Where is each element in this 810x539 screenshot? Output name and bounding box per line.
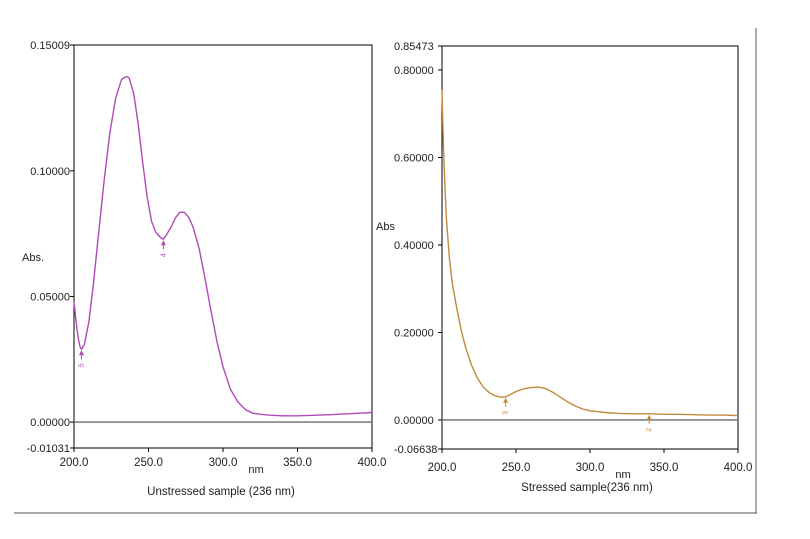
peak-marker-label: 4 — [160, 253, 167, 257]
unstressed-spectrum-chart: 0.15009 0.10000 0.05000 0.00000 -0.01031 200… — [22, 40, 386, 498]
y-tick-label: 0.00000 — [30, 417, 70, 429]
x-tick-label: 350.0 — [283, 457, 312, 469]
absorbance-curve — [441, 89, 739, 417]
x-tick-label: 200.0 — [60, 457, 89, 469]
y-tick-label: 0.80000 — [394, 65, 434, 77]
absorbance-curve — [73, 75, 373, 417]
chart-caption: Stressed sample(236 nm) — [521, 482, 653, 494]
y-tick-label: 0.40000 — [394, 240, 434, 252]
peak-markers: 54 — [78, 240, 167, 367]
chart-caption: Unstressed sample (236 nm) — [147, 486, 295, 498]
x-tick-label: 400.0 — [358, 457, 387, 469]
peak-marker-label: 2 — [646, 428, 653, 432]
y-tick-label: -0.01031 — [27, 443, 70, 455]
y-tick-label: 0.15009 — [30, 40, 70, 52]
plot-frame — [441, 45, 739, 450]
y-axis-title: Abs. — [22, 252, 44, 264]
x-tick-label: 200.0 — [428, 462, 457, 474]
peak-marker-arrow — [78, 350, 84, 356]
y-tick-label: 0.10000 — [30, 166, 70, 178]
peak-marker-arrow — [160, 240, 166, 246]
peak-marker-arrow — [646, 414, 652, 420]
x-tick-label: 350.0 — [650, 462, 679, 474]
y-axis: 0.85473 0.80000 0.60000 0.40000 0.20000 0.000… — [394, 41, 442, 456]
y-tick-label: 0.20000 — [394, 327, 434, 339]
peak-marker-arrow — [503, 397, 509, 403]
stressed-spectrum-chart: 0.85473 0.80000 0.60000 0.40000 0.20000 0.000… — [376, 41, 752, 494]
plot-frame — [73, 44, 373, 449]
x-axis: 200.0 250.0 300.0 350.0 400.0 — [428, 449, 753, 474]
y-axis-title: Abs — [376, 221, 395, 233]
y-tick-label: 0.85473 — [394, 41, 434, 53]
x-tick-label: 300.0 — [209, 457, 238, 469]
y-tick-label: -0.06638 — [394, 444, 437, 456]
x-axis-title: nm — [615, 469, 630, 481]
x-axis: 200.0 250.0 300.0 350.0 400.0 — [60, 448, 387, 469]
x-axis-title: nm — [248, 464, 263, 476]
y-tick-label: 0.60000 — [394, 152, 434, 164]
x-tick-label: 300.0 — [576, 462, 605, 474]
y-tick-label: 0.00000 — [394, 415, 434, 427]
peak-markers: 32 — [503, 397, 653, 432]
y-tick-label: 0.05000 — [30, 291, 70, 303]
y-axis: 0.15009 0.10000 0.05000 0.00000 -0.01031 — [27, 40, 74, 455]
peak-marker-label: 5 — [78, 363, 85, 367]
peak-marker-label: 3 — [503, 411, 510, 415]
x-tick-label: 250.0 — [134, 457, 163, 469]
x-tick-label: 250.0 — [502, 462, 531, 474]
x-tick-label: 400.0 — [724, 462, 753, 474]
